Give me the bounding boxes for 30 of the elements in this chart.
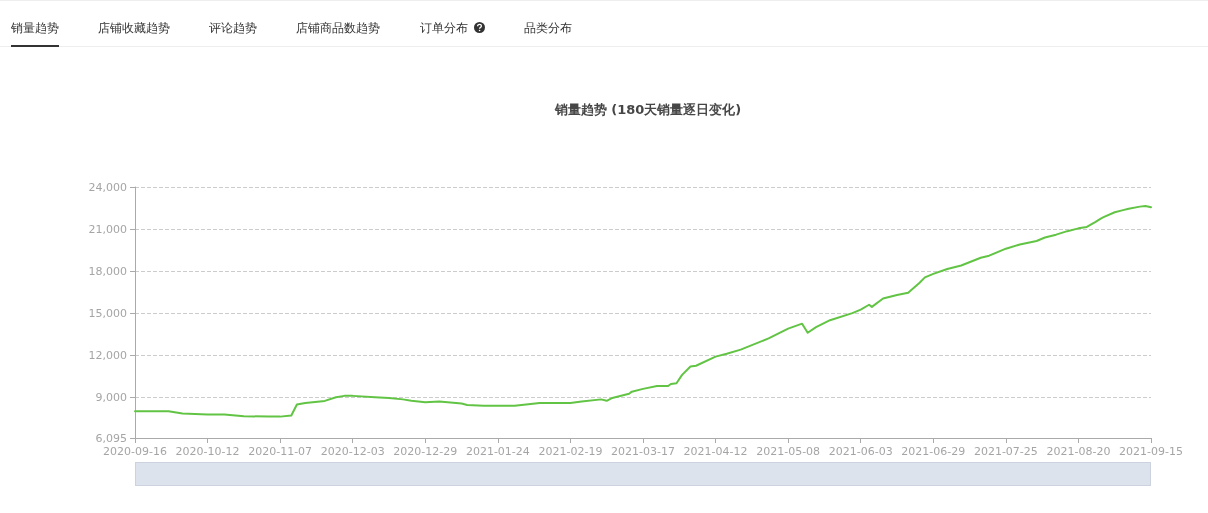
- x-tick-label: 2021-03-17: [611, 445, 675, 458]
- text: 店铺商品数趋势: [296, 20, 380, 37]
- x-tick-label: 2021-07-25: [973, 445, 1038, 458]
- x-tick-label: 2020-09-16: [103, 445, 167, 458]
- y-tick-label: 21,000: [88, 222, 127, 236]
- x-tick-label: 2021-05-08: [756, 445, 821, 458]
- text: 店铺收藏趋势: [98, 20, 170, 37]
- y-tick-label: 15,000: [88, 306, 127, 320]
- x-tick-label: 2021-06-29: [901, 445, 966, 458]
- y-tick-label: 24,000: [88, 180, 127, 194]
- x-tick-label: 2020-11-07: [248, 445, 313, 458]
- y-tick-label: 9,000: [95, 390, 127, 404]
- x-tick-label: 2021-02-19: [538, 445, 603, 458]
- line-series: [134, 204, 1152, 418]
- y-tick-label: 12,000: [88, 348, 127, 362]
- y-tick-label: 6,095: [95, 431, 127, 445]
- text: 品类分布: [524, 20, 572, 37]
- x-tick-label: 2021-09-15: [1119, 445, 1183, 458]
- chart-title: 销量趋势 (180天销量逐日变化): [553, 102, 742, 117]
- text: 订单分布: [420, 20, 469, 37]
- x-tick-label: 2021-01-24: [465, 445, 530, 458]
- x-tick-label: 2020-12-29: [393, 445, 458, 458]
- y-tick-label: 18,000: [88, 264, 127, 278]
- x-tick-label: 2020-10-12: [175, 445, 240, 458]
- text: 销量趋势: [11, 20, 59, 47]
- x-tick-label: 2020-12-03: [320, 445, 385, 458]
- x-tick-label: 2021-08-20: [1046, 445, 1111, 458]
- text: 评论趋势: [209, 20, 257, 37]
- x-tick-label: 2021-06-03: [828, 445, 893, 458]
- x-tick-label: 2021-04-12: [683, 445, 748, 458]
